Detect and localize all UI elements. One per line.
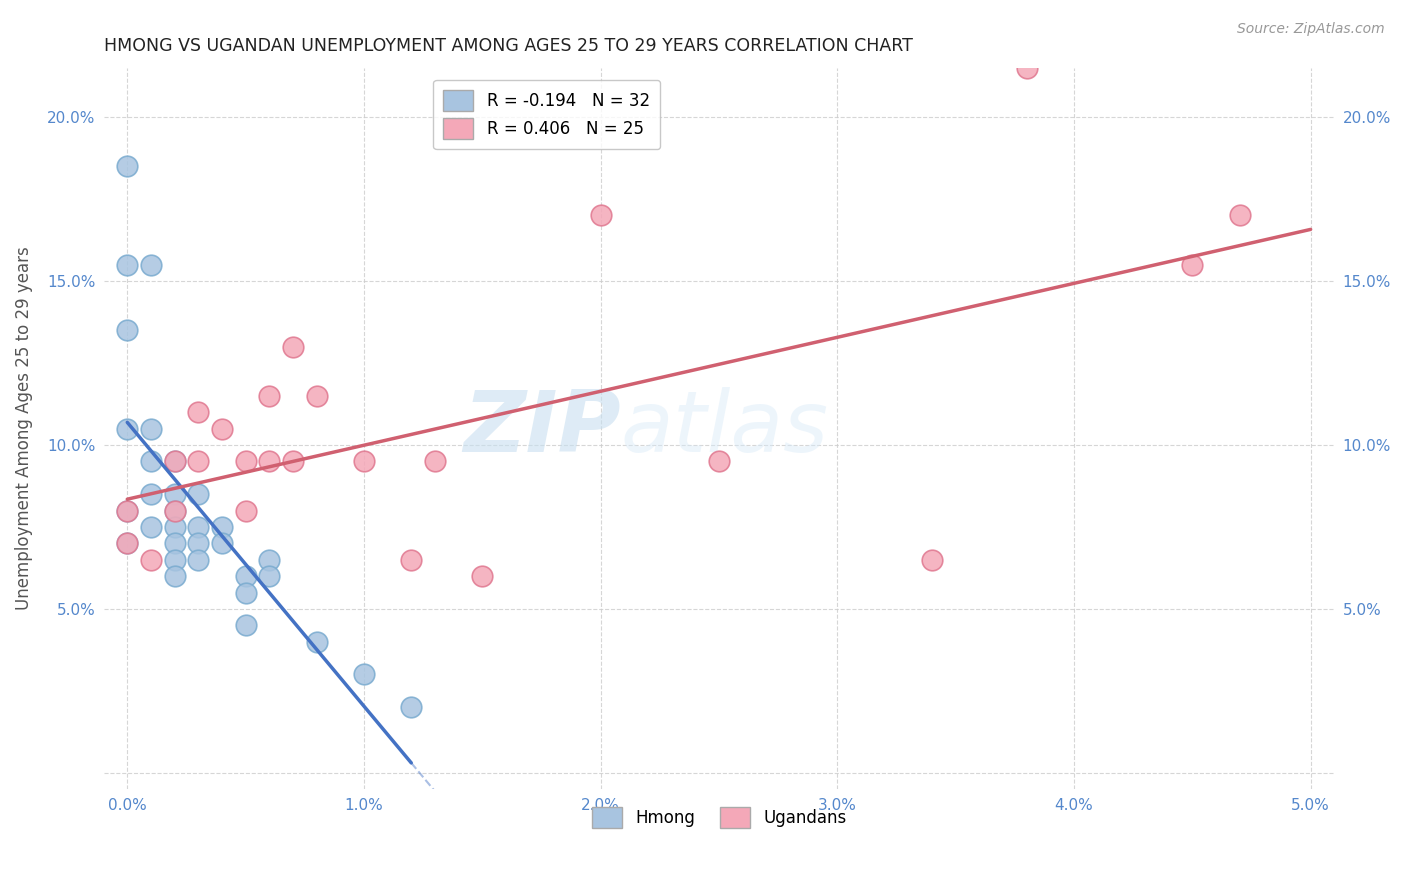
- Legend: Hmong, Ugandans: Hmong, Ugandans: [585, 800, 853, 835]
- Point: [1229, 209, 1251, 223]
- Point: [187, 520, 209, 534]
- Point: [1181, 258, 1204, 272]
- Point: [117, 421, 139, 435]
- Point: [163, 503, 186, 517]
- Point: [139, 553, 162, 567]
- Point: [1015, 61, 1038, 75]
- Point: [139, 258, 162, 272]
- Point: [353, 454, 375, 468]
- Text: Source: ZipAtlas.com: Source: ZipAtlas.com: [1237, 22, 1385, 37]
- Point: [163, 569, 186, 583]
- Point: [187, 487, 209, 501]
- Point: [187, 553, 209, 567]
- Point: [211, 536, 233, 550]
- Point: [163, 503, 186, 517]
- Point: [163, 454, 186, 468]
- Point: [401, 553, 423, 567]
- Point: [163, 536, 186, 550]
- Point: [139, 520, 162, 534]
- Point: [211, 421, 233, 435]
- Point: [707, 454, 730, 468]
- Point: [235, 454, 257, 468]
- Point: [281, 340, 304, 354]
- Point: [163, 553, 186, 567]
- Point: [163, 454, 186, 468]
- Point: [139, 421, 162, 435]
- Point: [471, 569, 494, 583]
- Point: [235, 503, 257, 517]
- Point: [235, 569, 257, 583]
- Point: [423, 454, 446, 468]
- Y-axis label: Unemployment Among Ages 25 to 29 years: Unemployment Among Ages 25 to 29 years: [15, 247, 32, 610]
- Point: [353, 667, 375, 681]
- Point: [259, 389, 281, 403]
- Point: [117, 159, 139, 173]
- Point: [259, 569, 281, 583]
- Point: [187, 405, 209, 419]
- Point: [117, 536, 139, 550]
- Point: [305, 389, 328, 403]
- Point: [117, 536, 139, 550]
- Point: [281, 454, 304, 468]
- Point: [117, 503, 139, 517]
- Point: [921, 553, 943, 567]
- Text: ZIP: ZIP: [463, 387, 620, 470]
- Point: [187, 536, 209, 550]
- Point: [235, 585, 257, 599]
- Point: [117, 323, 139, 337]
- Point: [163, 520, 186, 534]
- Point: [259, 454, 281, 468]
- Text: HMONG VS UGANDAN UNEMPLOYMENT AMONG AGES 25 TO 29 YEARS CORRELATION CHART: HMONG VS UGANDAN UNEMPLOYMENT AMONG AGES…: [104, 37, 912, 55]
- Point: [305, 634, 328, 648]
- Point: [589, 209, 612, 223]
- Point: [259, 553, 281, 567]
- Text: atlas: atlas: [620, 387, 828, 470]
- Point: [117, 258, 139, 272]
- Point: [187, 454, 209, 468]
- Point: [139, 454, 162, 468]
- Point: [401, 700, 423, 714]
- Point: [235, 618, 257, 632]
- Point: [163, 487, 186, 501]
- Point: [211, 520, 233, 534]
- Point: [117, 503, 139, 517]
- Point: [139, 487, 162, 501]
